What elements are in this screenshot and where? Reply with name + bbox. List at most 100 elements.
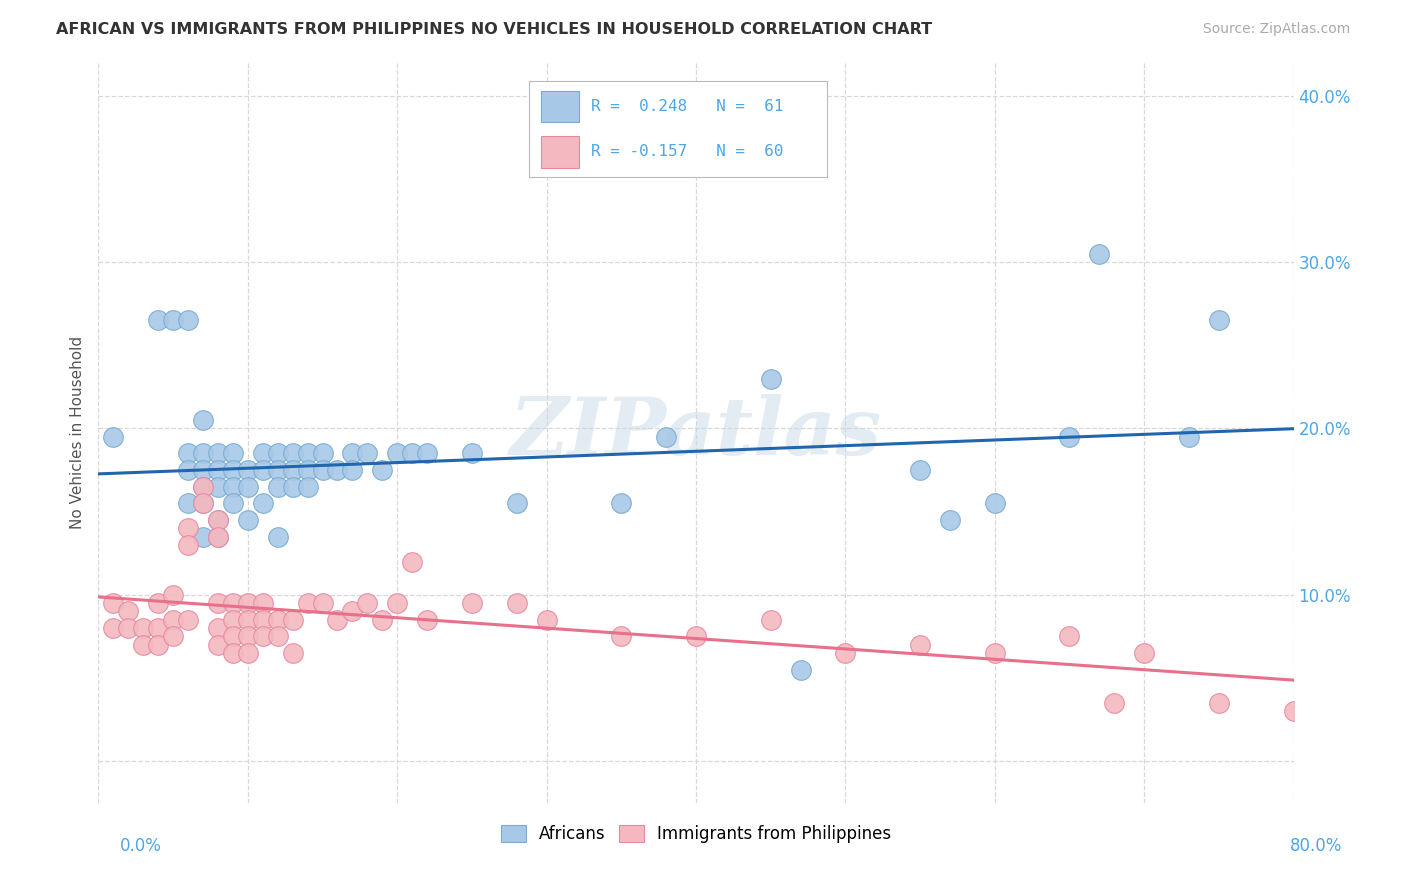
Point [252,446,274,460]
Point [207,638,229,652]
Point [191,496,214,510]
Point [191,413,214,427]
Point [1208,313,1230,327]
Point [789,663,811,677]
Point [252,496,274,510]
Point [281,613,304,627]
Point [177,613,200,627]
Point [506,496,529,510]
Point [655,430,678,444]
Text: 80.0%: 80.0% [1291,837,1343,855]
Point [297,596,319,610]
Point [371,463,394,477]
Point [207,530,229,544]
Point [342,605,364,619]
Point [984,646,1007,660]
Point [385,446,409,460]
Point [1104,696,1126,710]
Point [191,480,214,494]
Point [236,613,259,627]
Point [132,638,155,652]
Point [461,596,484,610]
Point [281,480,304,494]
Point [236,513,259,527]
Point [222,496,245,510]
Point [401,446,423,460]
Point [207,621,229,635]
Point [191,480,214,494]
Point [207,446,229,460]
Point [252,596,274,610]
Point [236,480,259,494]
Point [281,463,304,477]
Point [267,446,290,460]
Point [759,613,782,627]
Point [191,463,214,477]
Point [1282,704,1305,718]
Point [610,496,633,510]
Point [834,646,856,660]
Point [252,463,274,477]
Point [1059,430,1081,444]
Point [297,463,319,477]
Point [236,463,259,477]
Point [177,463,200,477]
Point [356,596,378,610]
Point [222,596,245,610]
Point [984,496,1007,510]
Point [416,613,439,627]
Point [326,613,349,627]
Point [356,446,378,460]
Point [207,596,229,610]
Point [342,463,364,477]
Point [222,480,245,494]
Point [207,530,229,544]
Point [177,521,200,535]
Point [177,538,200,552]
Point [610,629,633,643]
Point [267,629,290,643]
Y-axis label: No Vehicles in Household: No Vehicles in Household [69,336,84,529]
Point [207,480,229,494]
Point [222,629,245,643]
Point [281,646,304,660]
Point [222,463,245,477]
Point [1059,629,1081,643]
Point [222,613,245,627]
Point [267,530,290,544]
Point [685,629,707,643]
Point [1208,696,1230,710]
Point [191,446,214,460]
Text: 0.0%: 0.0% [120,837,162,855]
Point [191,530,214,544]
Point [222,446,245,460]
Point [416,446,439,460]
Point [342,446,364,460]
Point [191,496,214,510]
Point [103,430,125,444]
Point [103,621,125,635]
Point [162,629,184,643]
Point [236,596,259,610]
Point [1133,646,1156,660]
Point [132,621,155,635]
Point [148,596,170,610]
Point [1088,246,1111,260]
Point [207,513,229,527]
Text: Source: ZipAtlas.com: Source: ZipAtlas.com [1202,22,1350,37]
Point [222,646,245,660]
Point [117,621,139,635]
Point [939,513,962,527]
Point [103,596,125,610]
Point [148,313,170,327]
Point [207,463,229,477]
Point [207,513,229,527]
Text: ZIPatlas: ZIPatlas [510,394,882,471]
Point [311,446,333,460]
Text: AFRICAN VS IMMIGRANTS FROM PHILIPPINES NO VEHICLES IN HOUSEHOLD CORRELATION CHAR: AFRICAN VS IMMIGRANTS FROM PHILIPPINES N… [56,22,932,37]
Legend: Africans, Immigrants from Philippines: Africans, Immigrants from Philippines [494,819,898,850]
Point [1178,430,1201,444]
Point [759,371,782,385]
Point [267,480,290,494]
Point [311,596,333,610]
